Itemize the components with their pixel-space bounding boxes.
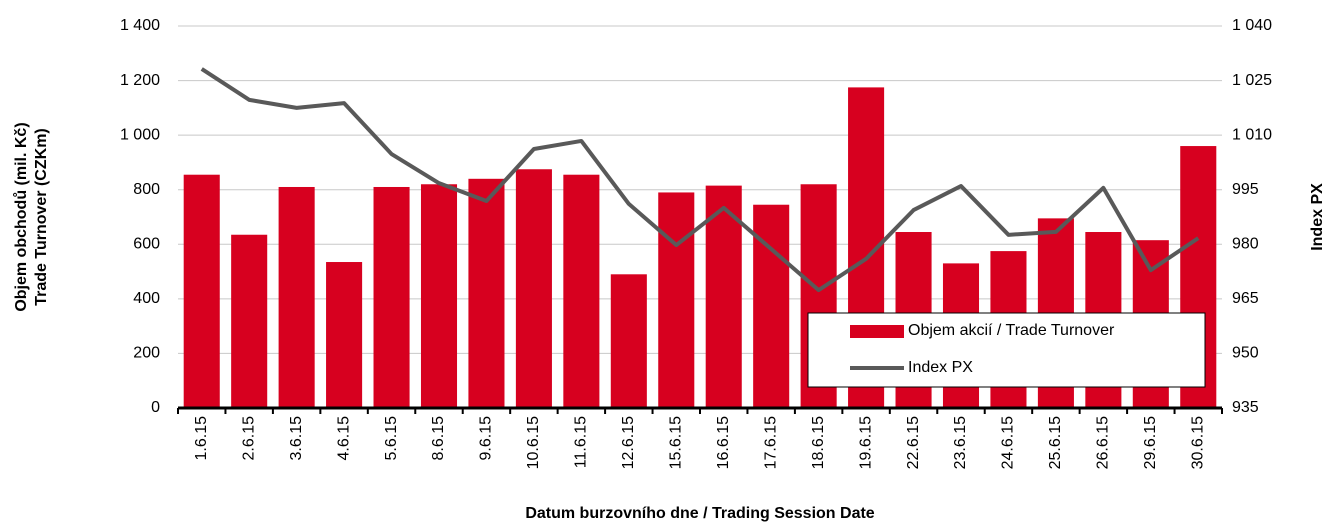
y2-tick-label: 1 010 [1232,126,1272,143]
bar [420,184,458,408]
bar [468,178,505,408]
bar [183,174,220,408]
y-tick-label: 0 [151,399,160,416]
x-tick-label: 30.6.15 [1189,416,1206,469]
legend-swatch [850,325,904,338]
y-tick-label: 1 400 [120,17,160,34]
x-tick-label: 23.6.15 [952,416,969,469]
y-axis-title: Trade Turnover (CZKm) [33,128,50,306]
bar [231,234,268,408]
y-tick-label: 600 [133,236,160,253]
x-tick-label: 15.6.15 [667,416,684,469]
x-tick-label: 4.6.15 [335,416,352,461]
x-tick-label: 11.6.15 [573,416,590,468]
line [200,67,1200,293]
x-tick-label: 5.6.15 [383,416,400,461]
y2-tick-label: 950 [1232,345,1259,362]
legend-label: Objem akcií / Trade Turnover [908,322,1115,339]
y2-tick-label: 1 025 [1232,72,1272,89]
y-tick-label: 800 [133,181,160,198]
x-tick-label: 2.6.15 [240,416,257,461]
bar [610,274,647,408]
bar [326,262,363,408]
y-axis-title: Objem obchodů (mil. Kč) [13,122,30,311]
bar [705,185,742,408]
x-axis-title: Datum burzovního dne / Trading Session D… [525,505,874,522]
x-tick-label: 3.6.15 [288,416,305,461]
y-tick-label: 400 [133,290,160,307]
y-tick-label: 200 [133,345,160,362]
x-tick-label: 10.6.15 [525,416,542,469]
x-tick-label: 22.6.15 [905,416,922,469]
x-tick-label: 26.6.15 [1095,416,1112,469]
x-tick-label: 9.6.15 [478,416,495,461]
x-tick-label: 16.6.15 [715,416,732,469]
x-tick-label: 8.6.15 [430,416,447,461]
bar [515,169,552,408]
x-tick-label: 29.6.15 [1142,416,1159,469]
y2-tick-label: 1 040 [1232,17,1272,34]
y-tick-label: 1 200 [120,72,160,89]
bar [278,186,315,408]
y2-tick-label: 935 [1232,399,1259,416]
bar [563,174,600,408]
x-tick-label: 18.6.15 [810,416,827,469]
legend-label: Index PX [908,359,973,376]
x-tick-label: 24.6.15 [1000,416,1017,469]
x-tick-label: 12.6.15 [620,416,637,469]
bar [753,204,790,408]
x-tick-label: 1.6.15 [193,416,210,461]
y2-axis-title: Index PX [1309,183,1326,251]
y2-tick-label: 965 [1232,290,1259,307]
y2-tick-label: 995 [1232,181,1259,198]
y-tick-label: 1 000 [120,126,160,143]
x-tick-label: 19.6.15 [857,416,874,469]
x-tick-label: 25.6.15 [1047,416,1064,469]
y2-tick-label: 980 [1232,236,1259,253]
bar [658,192,695,408]
x-tick-label: 17.6.15 [762,416,779,469]
bar [373,186,410,408]
